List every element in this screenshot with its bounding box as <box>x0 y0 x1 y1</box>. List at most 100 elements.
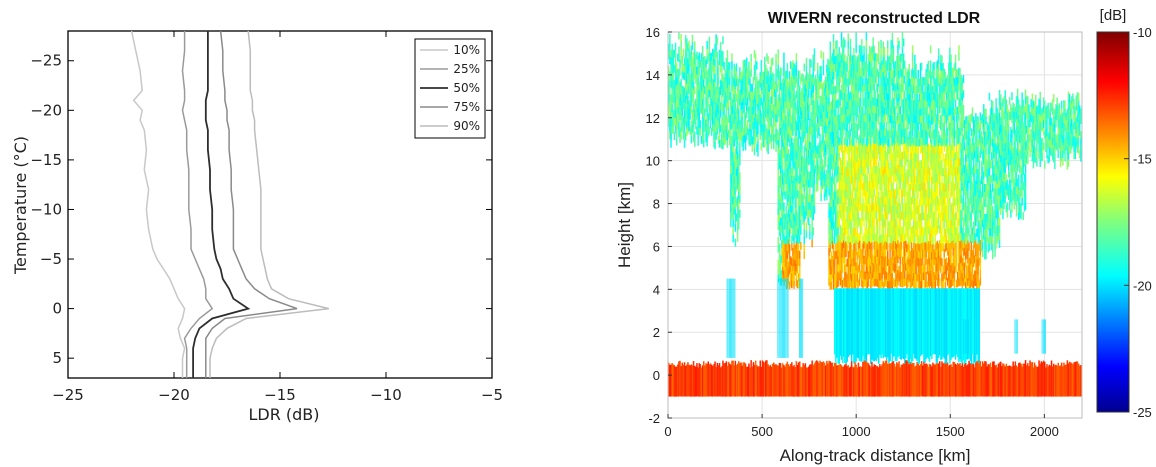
heatmap-cell <box>832 49 835 57</box>
heatmap-cell <box>829 154 831 163</box>
heatmap-cell <box>871 249 873 258</box>
heatmap-cell <box>684 132 687 141</box>
heatmap-cell <box>802 89 804 98</box>
heatmap-cell <box>840 137 843 146</box>
heatmap-cell <box>855 364 857 397</box>
heatmap-cell <box>919 63 922 72</box>
heatmap-cell <box>731 105 733 114</box>
heatmap-cell <box>836 47 838 56</box>
heatmap-cell <box>789 173 792 182</box>
heatmap-cell <box>829 176 831 185</box>
heatmap-cell <box>841 54 844 63</box>
heatmap-cell <box>839 195 842 203</box>
heatmap-cell <box>906 86 908 95</box>
heatmap-cell <box>905 172 907 181</box>
heatmap-cell <box>857 77 860 86</box>
heatmap-cell <box>831 255 834 264</box>
heatmap-cell <box>810 202 812 211</box>
heatmap-cell <box>683 102 686 111</box>
heatmap-cell <box>791 122 793 131</box>
heatmap-cell <box>916 198 918 207</box>
heatmap-cell <box>748 69 750 78</box>
heatmap-cell <box>909 93 912 102</box>
heatmap-cell <box>762 132 765 140</box>
heatmap-cell <box>780 135 783 143</box>
heatmap-cell <box>742 105 744 114</box>
heatmap-cell <box>864 288 866 360</box>
heatmap-cell <box>773 81 775 90</box>
heatmap-cell <box>844 242 846 251</box>
heatmap-cell <box>865 182 868 191</box>
heatmap-cell <box>812 189 814 198</box>
heatmap-cell <box>792 150 794 159</box>
heatmap-cell <box>926 78 929 87</box>
heatmap-cell <box>788 281 791 290</box>
heatmap-cell <box>916 153 918 162</box>
heatmap-cell <box>883 84 886 93</box>
heatmap-cell <box>866 176 869 185</box>
heatmap-cell <box>864 226 866 235</box>
heatmap-cell <box>862 78 864 86</box>
heatmap-cell <box>796 100 799 108</box>
heatmap-cell <box>918 138 921 147</box>
heatmap-cell <box>839 112 842 121</box>
heatmap-cell <box>764 124 766 133</box>
heatmap-cell <box>789 113 792 122</box>
heatmap-cell <box>926 101 929 110</box>
heatmap-cell <box>906 266 908 275</box>
heatmap-cell <box>876 279 879 287</box>
heatmap-cell <box>777 177 779 185</box>
heatmap-cell <box>799 190 801 199</box>
heatmap-cell <box>837 263 839 272</box>
heatmap-cell <box>796 257 799 266</box>
heatmap-cell <box>730 121 732 130</box>
heatmap-cell <box>878 288 880 364</box>
heatmap-cell <box>891 258 894 266</box>
heatmap-cell <box>866 161 869 170</box>
heatmap-cell <box>681 115 683 124</box>
heatmap-cell <box>780 255 783 264</box>
heatmap-cell <box>856 161 859 170</box>
heatmap-cell <box>867 218 870 227</box>
heatmap-cell <box>802 104 804 113</box>
heatmap-cell <box>887 280 889 289</box>
heatmap-cell <box>894 173 897 182</box>
heatmap-cell <box>902 143 905 152</box>
heatmap-cell <box>836 235 838 244</box>
heatmap-cell <box>902 166 905 175</box>
heatmap-cell <box>859 188 862 197</box>
heatmap-cell <box>745 57 748 66</box>
heatmap-cell <box>786 63 789 71</box>
heatmap-cell <box>725 80 728 89</box>
heatmap-cell <box>671 126 673 135</box>
heatmap-cell <box>844 204 846 213</box>
heatmap-cell <box>834 176 836 185</box>
heatmap-cell <box>898 190 900 199</box>
heatmap-cell <box>827 103 829 112</box>
heatmap-cell <box>885 234 888 243</box>
heatmap-cell <box>786 183 789 192</box>
heatmap-cell <box>863 278 865 287</box>
heatmap-cell <box>783 225 785 234</box>
heatmap-cell <box>687 66 689 74</box>
heatmap-cell <box>897 202 899 211</box>
heatmap-cell <box>714 103 716 112</box>
heatmap-cell <box>677 113 679 122</box>
heatmap-cell <box>674 80 677 89</box>
heatmap-cell <box>803 131 805 139</box>
heatmap-cell <box>835 85 837 94</box>
heatmap-cell <box>829 49 831 57</box>
heatmap-cell <box>738 161 740 170</box>
heatmap-cell <box>810 364 812 397</box>
heatmap-cell <box>913 100 915 108</box>
heatmap-cell <box>794 267 796 276</box>
heatmap-cell <box>874 60 877 69</box>
heatmap-cell <box>922 272 924 280</box>
heatmap-cell <box>885 61 888 70</box>
heatmap-cell <box>681 55 683 64</box>
heatmap-cell <box>784 101 786 110</box>
heatmap-cell <box>838 152 840 161</box>
heatmap-cell <box>867 68 870 77</box>
heatmap-cell <box>809 81 811 90</box>
heatmap-cell <box>767 131 769 140</box>
